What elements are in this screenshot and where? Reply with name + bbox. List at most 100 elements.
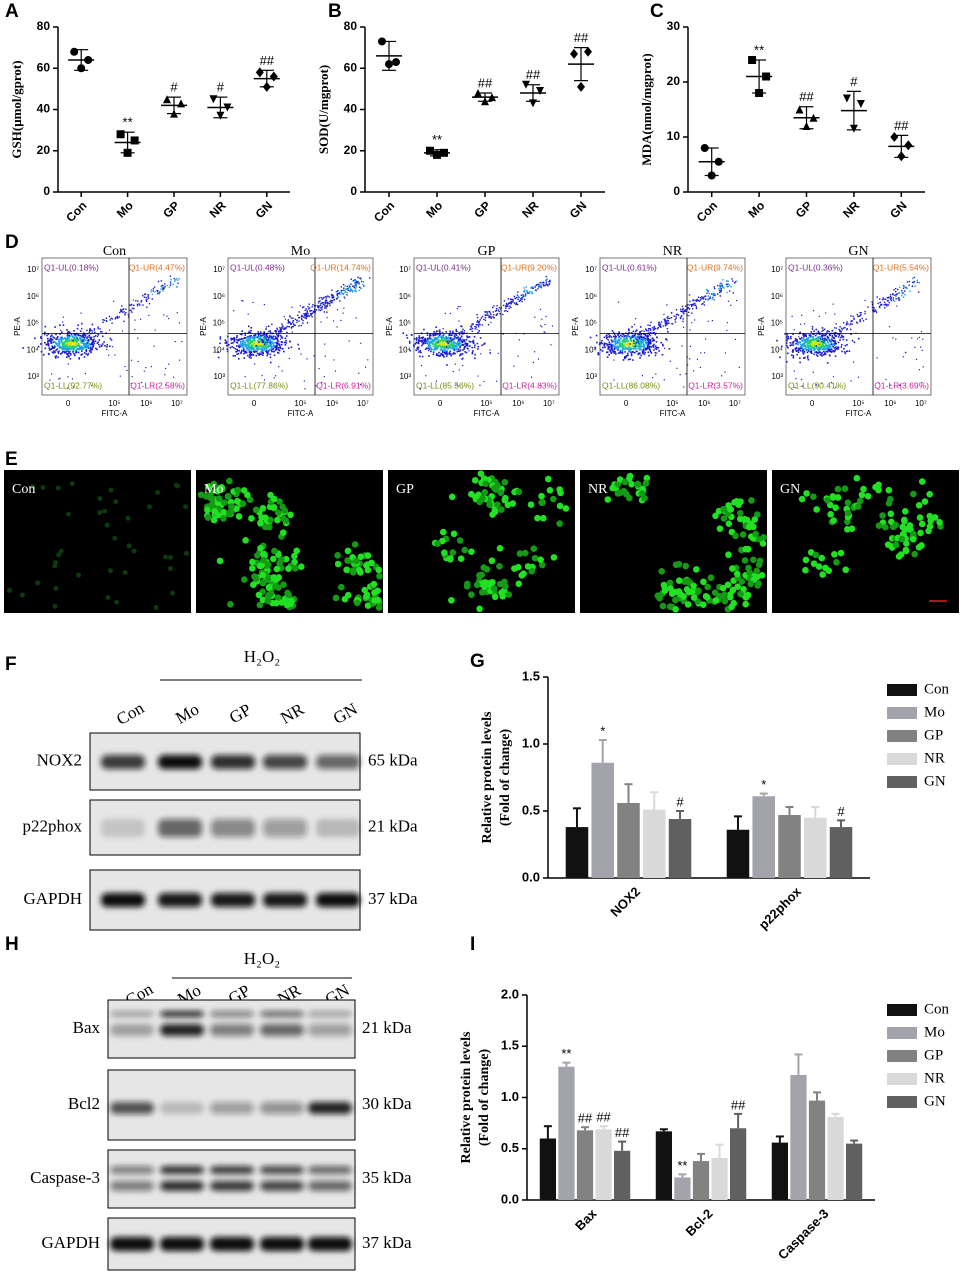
- event-dot: [102, 318, 104, 321]
- event-dot: [361, 280, 363, 283]
- event-dot: [623, 348, 626, 351]
- event-dot: [306, 314, 308, 317]
- event-dot: [826, 362, 829, 364]
- event-dot: [360, 287, 362, 290]
- event-dot: [786, 344, 788, 347]
- event-dot: [682, 307, 684, 310]
- event-dot: [106, 344, 109, 346]
- event-dot: [264, 336, 266, 339]
- cell: [259, 571, 267, 579]
- event-dot: [534, 286, 536, 288]
- event-dot: [662, 344, 664, 347]
- cell: [204, 506, 211, 514]
- data-point: [488, 93, 496, 102]
- event-dot: [821, 355, 823, 357]
- y-axis-label: PE-A: [571, 317, 580, 336]
- event-dot: [449, 337, 452, 339]
- y-axis-label: (Fold of change): [498, 729, 513, 827]
- event-dot: [901, 289, 903, 292]
- event-dot: [275, 330, 277, 332]
- event-dot: [421, 343, 424, 345]
- event-dot: [61, 339, 63, 341]
- event-dot: [250, 341, 253, 344]
- event-dot: [139, 318, 142, 320]
- event-dot: [406, 337, 409, 339]
- event-dot: [290, 327, 293, 329]
- event-dot: [793, 329, 795, 331]
- event-dot: [806, 337, 808, 340]
- event-dot: [331, 300, 334, 302]
- event-dot: [920, 330, 923, 333]
- event-dot: [238, 349, 241, 352]
- event-dot: [60, 331, 63, 333]
- event-dot: [601, 342, 604, 345]
- event-dot: [450, 354, 452, 357]
- event-dot: [250, 357, 252, 359]
- event-dot: [342, 293, 344, 296]
- event-dot: [247, 336, 249, 339]
- event-dot: [46, 337, 49, 340]
- y-tick-label: 60: [37, 60, 51, 74]
- event-dot: [795, 377, 797, 380]
- event-dot: [432, 340, 434, 342]
- event-dot: [619, 352, 622, 354]
- event-dot: [67, 363, 69, 365]
- event-dot: [712, 292, 715, 295]
- cell: [837, 549, 845, 557]
- event-dot: [819, 339, 821, 341]
- cell: [656, 594, 663, 602]
- event-dot: [436, 347, 439, 350]
- cell: [281, 507, 289, 514]
- event-dot: [653, 328, 656, 331]
- event-dot: [807, 341, 810, 344]
- event-dot: [454, 363, 457, 365]
- event-dot: [237, 345, 240, 348]
- event-dot: [807, 337, 810, 340]
- event-dot: [815, 351, 818, 354]
- event-dot: [273, 350, 276, 353]
- plot-frame: [227, 257, 374, 396]
- event-dot: [440, 348, 443, 350]
- event-dot: [429, 335, 431, 337]
- cell: [368, 559, 375, 567]
- event-dot: [894, 294, 896, 296]
- event-dot: [602, 346, 604, 349]
- event-dot: [821, 336, 824, 338]
- event-dot: [433, 337, 436, 339]
- cell: [434, 540, 441, 547]
- event-dot: [674, 319, 676, 321]
- event-dot: [601, 339, 603, 342]
- event-dot: [445, 350, 448, 353]
- cell: [292, 565, 299, 572]
- event-dot: [894, 290, 897, 293]
- event-dot: [420, 344, 423, 347]
- legend-swatch: [887, 684, 917, 696]
- event-dot: [461, 325, 463, 328]
- event-dot: [801, 344, 803, 346]
- cell: [280, 581, 287, 589]
- event-dot: [267, 325, 270, 328]
- event-dot: [653, 331, 655, 334]
- event-dot: [850, 320, 852, 323]
- event-dot: [53, 344, 56, 347]
- event-dot: [699, 299, 702, 301]
- event-dot: [434, 342, 437, 345]
- event-dot: [322, 303, 325, 306]
- event-dot: [818, 337, 820, 339]
- event-dot: [601, 350, 604, 352]
- event-dot: [249, 332, 252, 334]
- event-dot: [898, 292, 900, 294]
- event-dot: [418, 337, 421, 340]
- data-point: [433, 150, 441, 159]
- quadrant-label: Q1-UL(0.36%): [788, 262, 843, 272]
- event-dot: [810, 344, 813, 347]
- event-dot: [274, 338, 277, 340]
- event-dot: [821, 351, 823, 354]
- event-dot: [785, 342, 788, 344]
- event-dot: [445, 336, 448, 338]
- event-dot: [304, 388, 306, 390]
- event-dot: [245, 337, 248, 339]
- event-dot: [497, 309, 500, 311]
- event-dot: [67, 344, 69, 346]
- cell: [916, 514, 924, 521]
